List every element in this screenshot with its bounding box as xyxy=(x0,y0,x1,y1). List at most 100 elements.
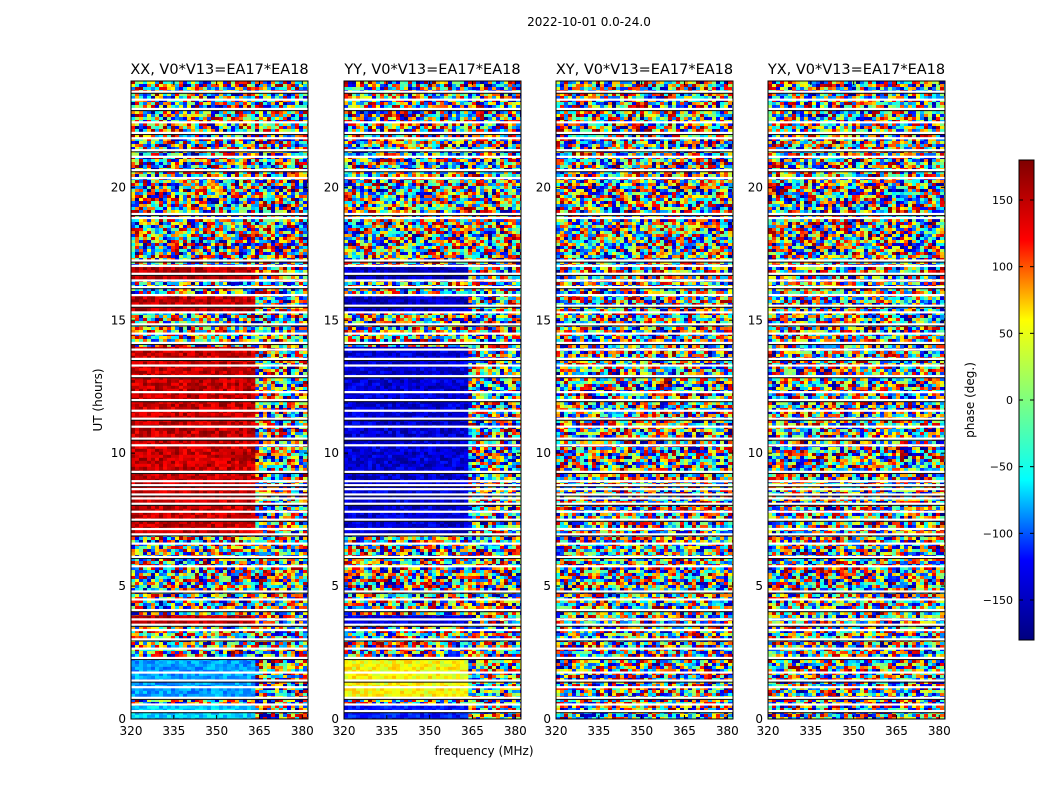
x-tick-label: 335 xyxy=(799,724,822,738)
flag-row xyxy=(768,497,945,500)
flag-row xyxy=(768,259,945,262)
y-axis-label: UT (hours) xyxy=(91,368,105,431)
y-tick-label: 0 xyxy=(543,712,551,726)
flag-row xyxy=(768,527,945,531)
x-tick-label: 380 xyxy=(504,724,527,738)
flag-row xyxy=(768,341,945,345)
flag-row xyxy=(556,323,733,326)
flag-row xyxy=(131,703,308,706)
flag-row xyxy=(556,177,733,180)
flag-row xyxy=(344,216,521,220)
colorbar: 150 100 50 0 −50 −100 −150 xyxy=(983,159,1035,641)
flag-edge xyxy=(131,401,308,403)
x-tick-label: 350 xyxy=(205,724,228,738)
flag-row xyxy=(768,216,945,220)
flag-row xyxy=(344,121,521,124)
flag-row xyxy=(768,480,945,483)
flag-row xyxy=(131,311,308,314)
flag-row xyxy=(131,502,308,505)
flag-row xyxy=(768,293,945,297)
flag-edge xyxy=(131,495,308,497)
flag-row xyxy=(556,679,733,682)
y-tick-label: 5 xyxy=(755,579,763,593)
flag-edge xyxy=(344,288,521,290)
flag-edge xyxy=(344,558,521,560)
flag-edge xyxy=(344,495,521,497)
flag-row xyxy=(344,357,521,360)
flag-row xyxy=(556,518,733,521)
flag-row xyxy=(344,710,521,713)
flag-edge xyxy=(131,698,308,700)
flag-row xyxy=(131,137,308,140)
x-tick-label: 335 xyxy=(375,724,398,738)
flag-row xyxy=(131,493,308,496)
flag-row xyxy=(768,90,945,93)
flag-row xyxy=(131,480,308,483)
flag-row xyxy=(131,364,308,367)
flag-row xyxy=(131,437,308,440)
flag-row xyxy=(344,497,521,500)
flag-row xyxy=(556,618,733,621)
flagged-rows xyxy=(344,90,521,714)
colorbar-tick-label: −50 xyxy=(990,461,1013,474)
flag-row xyxy=(131,323,308,326)
flag-row xyxy=(131,279,308,282)
flag-edge xyxy=(768,520,945,522)
flag-row xyxy=(768,417,945,420)
flag-row xyxy=(131,510,308,513)
flag-row xyxy=(556,671,733,674)
y-tick-label: 0 xyxy=(755,712,763,726)
flag-edge xyxy=(556,472,733,474)
flag-row xyxy=(768,484,945,487)
y-tick-label: 15 xyxy=(111,313,126,327)
flag-edge xyxy=(344,439,521,441)
flag-edge xyxy=(131,659,308,661)
x-tick-label: 350 xyxy=(418,724,441,738)
flag-row xyxy=(131,679,308,682)
flag-edge xyxy=(344,640,521,642)
flag-edge xyxy=(344,712,521,714)
y-tick-label: 15 xyxy=(748,313,763,327)
flag-edge xyxy=(131,110,308,112)
flagged-rows xyxy=(768,90,945,714)
flag-row xyxy=(131,686,308,689)
flag-row xyxy=(556,533,733,536)
flag-row xyxy=(344,364,521,367)
flag-row xyxy=(768,638,945,641)
flag-row xyxy=(344,212,521,216)
flag-row xyxy=(131,90,308,93)
y-tick-label: 10 xyxy=(748,446,763,460)
flag-row xyxy=(344,623,521,626)
flag-row xyxy=(131,391,308,394)
flag-row xyxy=(556,488,733,491)
flag-edge xyxy=(344,592,521,594)
flag-row xyxy=(131,497,308,500)
flag-row xyxy=(556,497,733,500)
x-tick-label: 320 xyxy=(545,724,568,738)
flag-row xyxy=(556,216,733,220)
x-tick-label: 380 xyxy=(291,724,314,738)
flag-row xyxy=(131,155,308,158)
flag-row xyxy=(556,623,733,626)
flag-row xyxy=(344,618,521,621)
colorbar-tick-label: −150 xyxy=(983,594,1013,607)
flag-row xyxy=(768,542,945,545)
flag-row xyxy=(344,647,521,650)
flag-edge xyxy=(556,698,733,700)
x-tick-label: 320 xyxy=(333,724,356,738)
flag-row xyxy=(344,628,521,632)
flag-edge xyxy=(344,472,521,474)
flag-row xyxy=(768,533,945,536)
flag-edge xyxy=(556,520,733,522)
flag-row xyxy=(131,656,308,660)
flag-row xyxy=(344,304,521,307)
flag-edge xyxy=(768,110,945,112)
flag-row xyxy=(344,565,521,568)
flag-row xyxy=(344,131,521,135)
flag-row xyxy=(131,264,308,267)
flag-row xyxy=(344,518,521,521)
flag-edge xyxy=(768,274,945,276)
flag-row xyxy=(768,348,945,351)
flag-row xyxy=(556,444,733,447)
flag-edge xyxy=(344,344,521,346)
